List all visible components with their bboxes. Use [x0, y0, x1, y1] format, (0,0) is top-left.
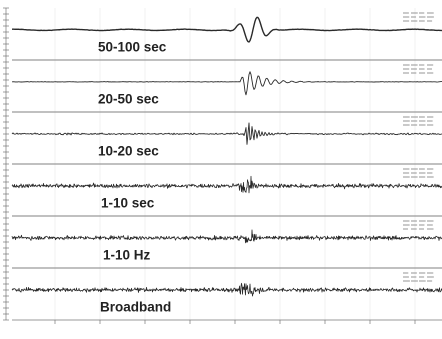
time-axis	[12, 319, 442, 324]
waveform-traces	[11, 16, 442, 297]
panel-label: 1-10 sec	[101, 196, 155, 211]
panel-separators	[12, 59, 442, 269]
left-axis	[3, 7, 9, 321]
waveform-trace	[11, 282, 442, 297]
waveform-trace	[11, 16, 442, 43]
waveform-trace	[11, 122, 442, 145]
panel-label: 1-10 Hz	[103, 248, 151, 263]
panel-labels: 50-100 sec 20-50 sec 10-20 sec 1-10 sec 1-10…	[98, 40, 171, 315]
station-stamps	[403, 12, 434, 282]
panel-label: 20-50 sec	[98, 92, 159, 107]
waveform-trace	[11, 175, 442, 194]
waveform-trace	[11, 71, 442, 96]
waveform-trace	[11, 229, 442, 244]
panel-label: Broadband	[100, 300, 171, 315]
panel-label: 10-20 sec	[98, 144, 159, 159]
panel-label: 50-100 sec	[98, 40, 167, 55]
